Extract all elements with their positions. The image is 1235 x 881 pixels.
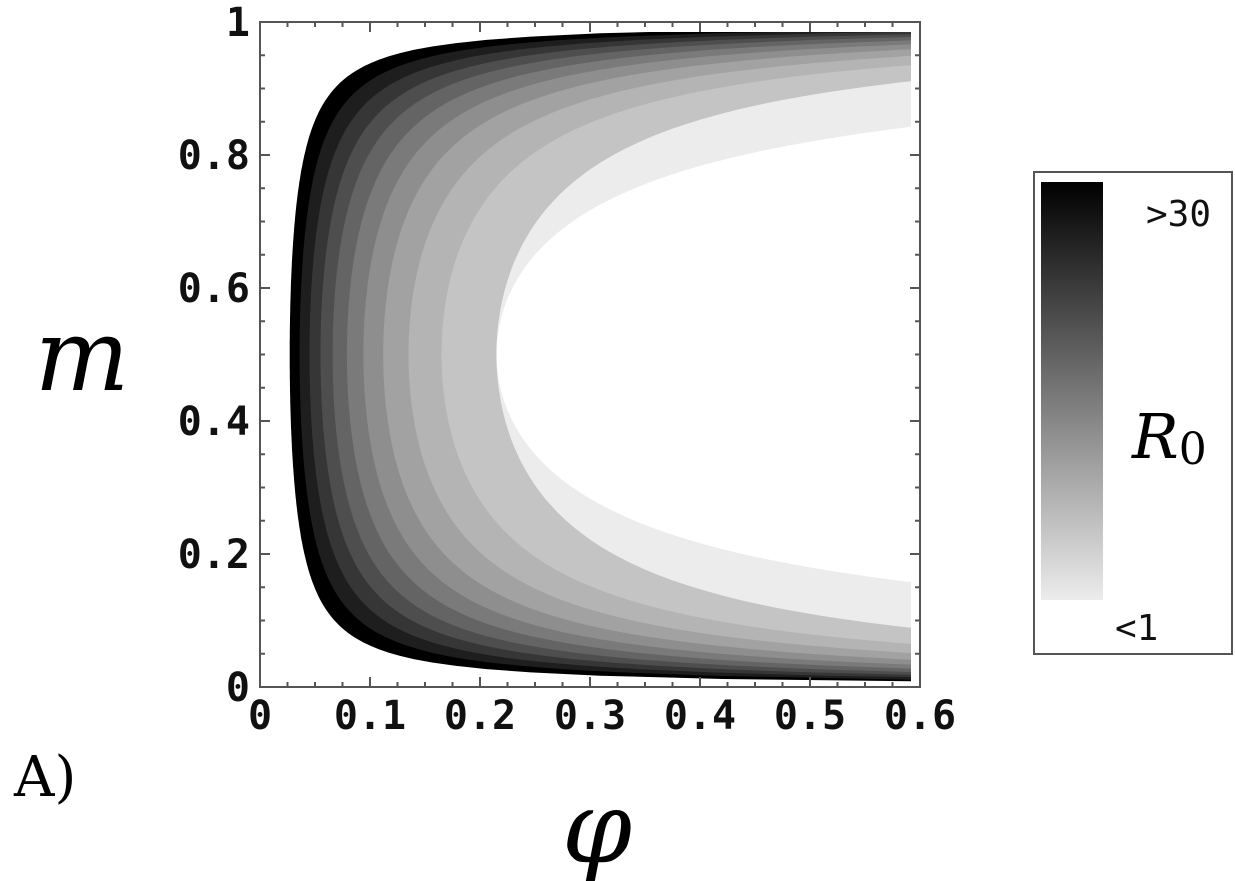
colorbar-top-label: >30 bbox=[1146, 194, 1211, 235]
x-tick-label: 0 bbox=[248, 693, 272, 739]
colorbar-title-sub: 0 bbox=[1179, 424, 1207, 475]
colorbar-legend: >30 <1 R0 bbox=[1033, 171, 1233, 655]
x-axis-label: φ bbox=[562, 769, 632, 881]
x-tick-label: 0.2 bbox=[444, 693, 516, 739]
y-tick-label: 1 bbox=[226, 0, 250, 46]
y-tick-label: 0.2 bbox=[178, 532, 250, 578]
x-tick-labels: 0 0.1 0.2 0.3 0.4 0.5 0.6 bbox=[248, 693, 956, 739]
minor-ticks bbox=[259, 21, 921, 688]
y-tick-labels: 0 0.2 0.4 0.6 0.8 1 bbox=[178, 0, 250, 711]
y-tick-label: 0.8 bbox=[178, 133, 250, 179]
x-tick-label: 0.3 bbox=[554, 693, 626, 739]
y-tick-label: 0 bbox=[226, 665, 250, 711]
colorbar-title: R0 bbox=[1131, 400, 1207, 475]
x-tick-label: 0.6 bbox=[884, 693, 956, 739]
plot-area bbox=[259, 21, 921, 688]
colorbar-gradient bbox=[1041, 182, 1103, 600]
x-tick-label: 0.4 bbox=[664, 693, 736, 739]
panel-label: A) bbox=[13, 745, 76, 810]
x-tick-label: 0.5 bbox=[774, 693, 846, 739]
x-tick-label: 0.1 bbox=[334, 693, 406, 739]
y-axis-label: m bbox=[35, 297, 130, 414]
contour-regions bbox=[289, 31, 911, 682]
colorbar-title-main: R bbox=[1131, 400, 1179, 473]
y-tick-label: 0.4 bbox=[178, 399, 250, 445]
below-threshold-region bbox=[496, 126, 911, 583]
y-tick-label: 0.6 bbox=[178, 266, 250, 312]
colorbar-bottom-label: <1 bbox=[1115, 608, 1158, 649]
